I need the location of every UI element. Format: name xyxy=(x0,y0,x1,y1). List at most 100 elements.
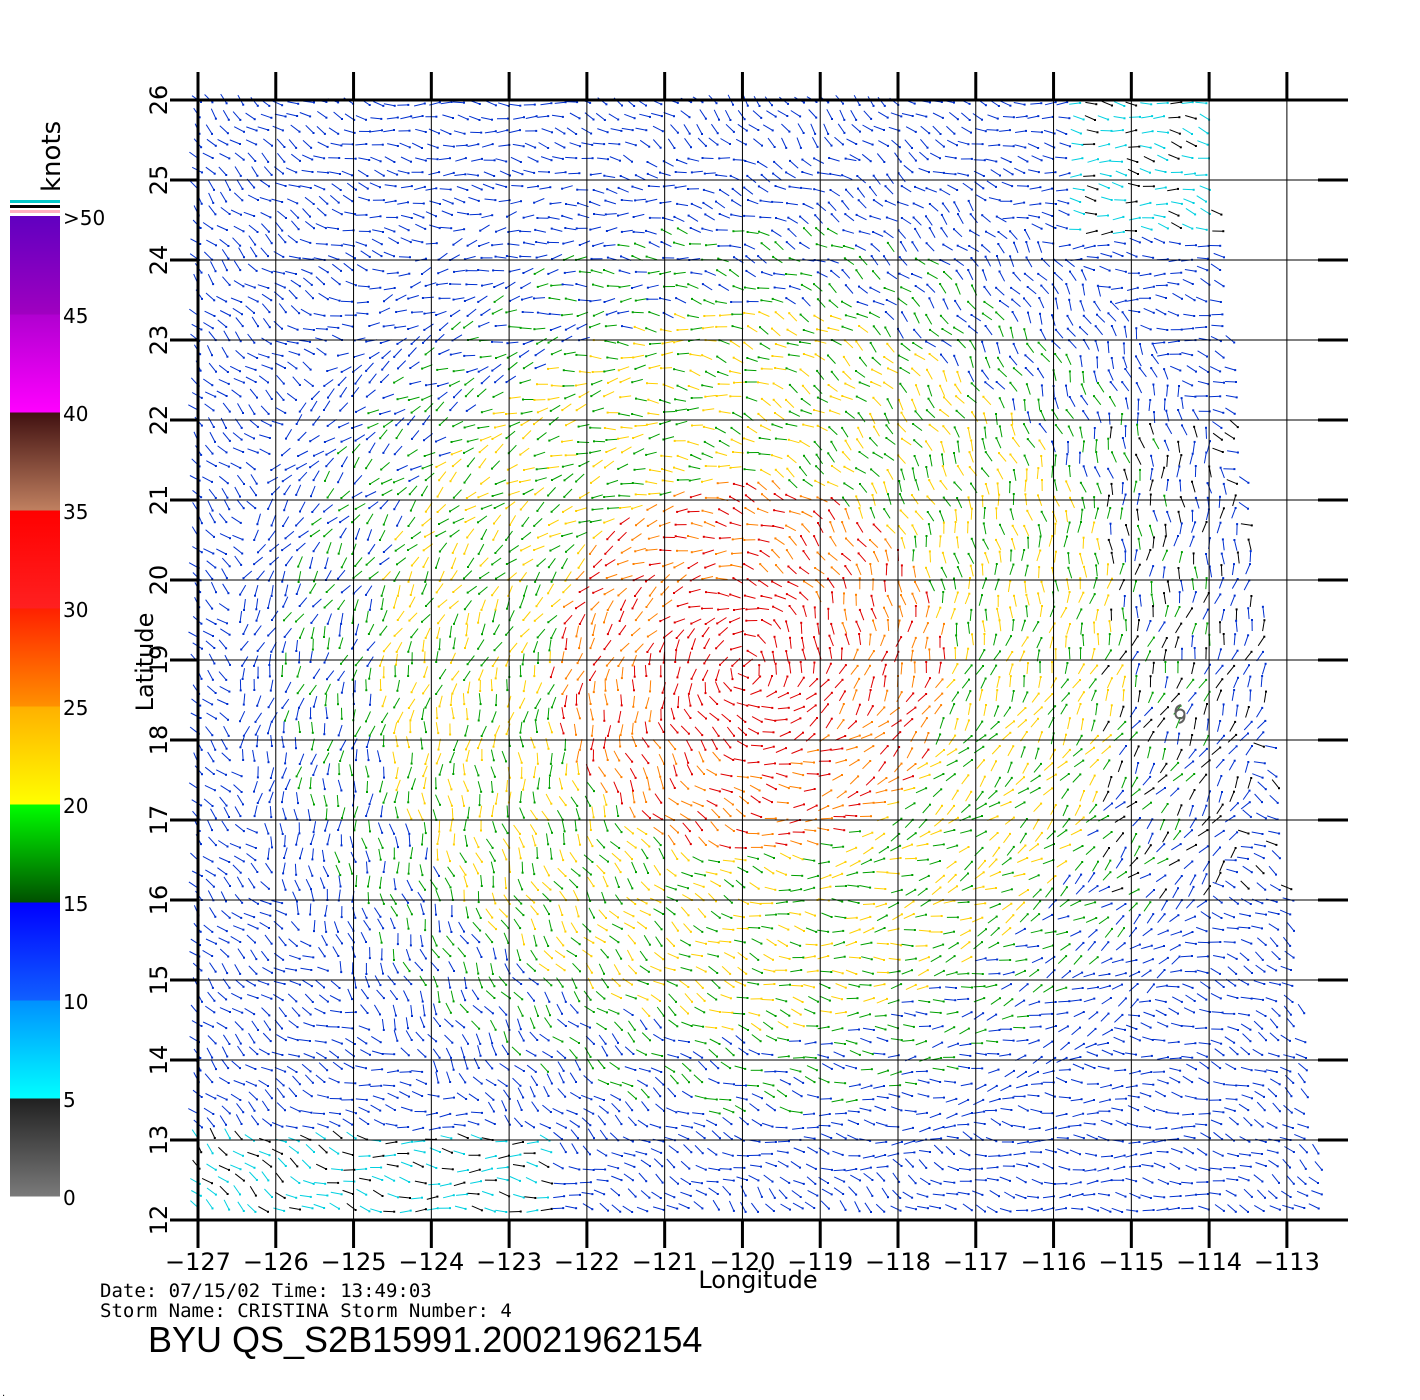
wind-vector-origin xyxy=(970,131,972,134)
wind-vector xyxy=(318,265,329,273)
wind-vector xyxy=(940,441,945,453)
wind-vector-origin xyxy=(631,482,634,484)
wind-vector-origin xyxy=(1079,132,1082,135)
wind-vector xyxy=(704,521,716,527)
wind-vector xyxy=(788,217,799,224)
wind-vector-origin xyxy=(789,510,791,513)
wind-vector xyxy=(981,244,991,253)
wind-vector xyxy=(438,252,448,261)
wind-vector xyxy=(512,143,524,147)
wind-vector xyxy=(997,357,1005,368)
wind-vector-origin xyxy=(603,370,606,373)
wind-vector xyxy=(1239,476,1249,484)
wind-vector-origin xyxy=(424,227,427,230)
wind-vector xyxy=(901,185,912,193)
wind-vector xyxy=(481,282,493,287)
wind-vector-origin xyxy=(729,495,731,498)
wind-vector-origin xyxy=(730,301,733,303)
wind-vector-origin xyxy=(1054,328,1057,331)
wind-vector-origin xyxy=(1194,496,1197,499)
wind-vector xyxy=(982,270,988,281)
wind-vector-origin xyxy=(649,343,651,345)
wind-vector-origin xyxy=(477,199,480,202)
wind-vector-origin xyxy=(605,103,608,106)
wind-vector-origin xyxy=(1194,270,1197,273)
wind-vector-origin xyxy=(717,257,720,260)
wind-vector xyxy=(968,200,974,212)
wind-vector xyxy=(968,497,972,509)
wind-vector xyxy=(1153,439,1160,450)
wind-vector xyxy=(803,479,813,487)
wind-vector xyxy=(1220,467,1225,479)
wind-vector xyxy=(634,343,645,346)
wind-vector-origin xyxy=(1177,187,1179,190)
wind-vector xyxy=(232,111,241,121)
wind-vector xyxy=(660,329,672,333)
wind-vector-origin xyxy=(1109,507,1112,509)
wind-vector xyxy=(509,326,521,328)
wind-vector-origin xyxy=(757,356,760,359)
wind-vector xyxy=(1083,315,1092,325)
wind-vector xyxy=(408,295,419,300)
wind-vector-origin xyxy=(632,437,635,439)
wind-vector xyxy=(217,319,227,328)
wind-vector xyxy=(343,129,355,134)
wind-vector-origin xyxy=(563,495,566,498)
wind-vector-origin xyxy=(1110,300,1112,303)
wind-vector-origin xyxy=(1069,496,1071,499)
wind-vector xyxy=(855,467,867,474)
wind-vector-origin xyxy=(982,412,985,415)
wind-vector-origin xyxy=(494,451,497,454)
wind-vector-origin xyxy=(757,129,760,131)
wind-vector xyxy=(718,508,730,515)
wind-vector-origin xyxy=(519,453,522,456)
wind-vector xyxy=(437,382,449,387)
wind-vector xyxy=(393,376,404,384)
wind-vector xyxy=(775,217,787,222)
wind-vector-origin xyxy=(295,146,298,149)
wind-vector xyxy=(235,317,244,327)
wind-vector-origin xyxy=(884,311,887,313)
wind-vector-origin xyxy=(355,188,357,191)
wind-vector xyxy=(232,534,243,540)
wind-vector-origin xyxy=(871,482,874,485)
wind-vector xyxy=(233,280,244,287)
wind-vector-origin xyxy=(1150,103,1153,106)
wind-vector-origin xyxy=(884,549,887,552)
wind-vector-origin xyxy=(508,425,511,428)
wind-vector-origin xyxy=(1026,286,1029,288)
wind-vector-origin xyxy=(200,271,203,274)
wind-vector-origin xyxy=(745,482,748,485)
wind-vector-origin xyxy=(269,199,272,202)
wind-vector-origin xyxy=(1093,370,1096,373)
wind-vector-origin xyxy=(271,493,273,496)
wind-vector xyxy=(520,379,532,384)
wind-vector xyxy=(887,367,899,374)
wind-vector-origin xyxy=(522,367,525,370)
wind-vector xyxy=(481,504,493,510)
wind-vector xyxy=(465,505,477,511)
wind-vector xyxy=(897,455,906,464)
wind-vector xyxy=(1199,185,1211,191)
wind-vector-origin xyxy=(1205,228,1208,231)
wind-vector xyxy=(1154,143,1165,149)
wind-vector xyxy=(232,432,242,440)
wind-vector-origin xyxy=(395,311,398,313)
wind-vector xyxy=(386,117,398,120)
wind-vector xyxy=(869,413,876,425)
wind-vector xyxy=(704,172,716,175)
wind-vector-origin xyxy=(704,213,707,216)
wind-vector-origin xyxy=(1051,440,1053,443)
wind-vector-origin xyxy=(760,242,763,245)
wind-vector-origin xyxy=(310,146,313,149)
wind-vector-origin xyxy=(242,103,245,106)
wind-vector-origin xyxy=(410,115,413,118)
wind-vector-origin xyxy=(743,412,746,415)
wind-vector-origin xyxy=(1163,494,1166,497)
wind-vector xyxy=(956,410,966,419)
wind-vector-origin xyxy=(1191,480,1193,483)
wind-vector-origin xyxy=(983,426,986,429)
wind-vector-origin xyxy=(914,227,917,230)
wind-vector-origin xyxy=(339,395,342,398)
wind-vector-origin xyxy=(578,270,581,273)
